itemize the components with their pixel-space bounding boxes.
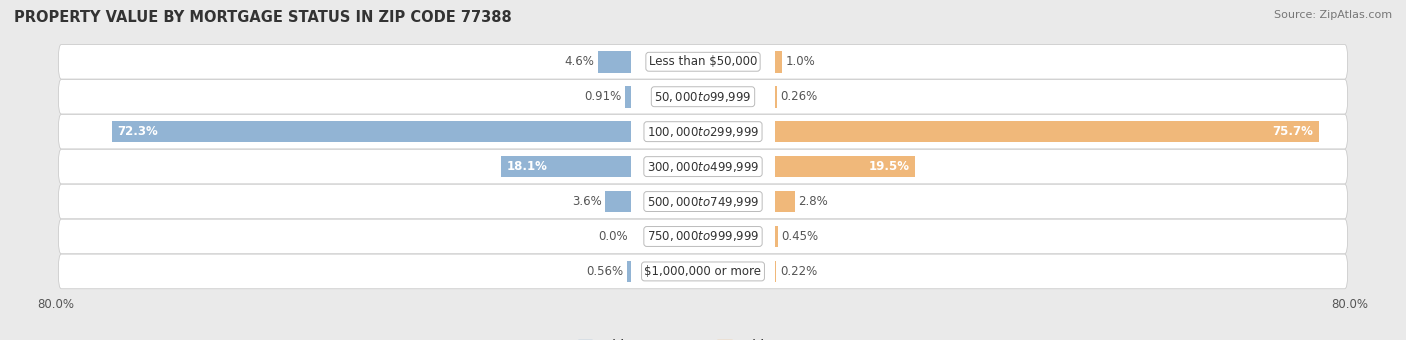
FancyBboxPatch shape (59, 114, 1347, 149)
Bar (775, 86, 776, 107)
Text: $100,000 to $299,999: $100,000 to $299,999 (647, 125, 759, 139)
Text: 18.1%: 18.1% (506, 160, 548, 173)
Text: 3.6%: 3.6% (572, 195, 602, 208)
Text: $1,000,000 or more: $1,000,000 or more (644, 265, 762, 278)
Bar (605, 191, 631, 212)
FancyBboxPatch shape (59, 184, 1347, 219)
FancyBboxPatch shape (59, 45, 1347, 79)
Text: 0.22%: 0.22% (780, 265, 817, 278)
Text: 0.45%: 0.45% (782, 230, 818, 243)
Bar (624, 86, 631, 107)
Text: 0.56%: 0.56% (586, 265, 623, 278)
Bar (775, 260, 776, 282)
Text: 1.0%: 1.0% (786, 55, 815, 68)
Bar (775, 51, 782, 73)
Text: 72.3%: 72.3% (117, 125, 157, 138)
Text: 2.8%: 2.8% (799, 195, 828, 208)
Text: $500,000 to $749,999: $500,000 to $749,999 (647, 194, 759, 208)
Bar (501, 156, 631, 177)
Bar (775, 156, 915, 177)
Text: PROPERTY VALUE BY MORTGAGE STATUS IN ZIP CODE 77388: PROPERTY VALUE BY MORTGAGE STATUS IN ZIP… (14, 10, 512, 25)
Bar (775, 226, 778, 247)
Bar (598, 51, 631, 73)
Text: 0.26%: 0.26% (780, 90, 817, 103)
Text: Less than $50,000: Less than $50,000 (648, 55, 758, 68)
Bar (775, 191, 794, 212)
Bar (111, 121, 631, 142)
Legend: Without Mortgage, With Mortgage: Without Mortgage, With Mortgage (574, 335, 832, 340)
Bar (775, 121, 1319, 142)
FancyBboxPatch shape (59, 219, 1347, 254)
Text: $50,000 to $99,999: $50,000 to $99,999 (654, 90, 752, 104)
FancyBboxPatch shape (59, 149, 1347, 184)
Text: 75.7%: 75.7% (1272, 125, 1313, 138)
Text: 19.5%: 19.5% (869, 160, 910, 173)
Text: 4.6%: 4.6% (565, 55, 595, 68)
Text: 0.0%: 0.0% (598, 230, 627, 243)
Bar (627, 260, 631, 282)
FancyBboxPatch shape (59, 254, 1347, 289)
Text: $750,000 to $999,999: $750,000 to $999,999 (647, 230, 759, 243)
Text: $300,000 to $499,999: $300,000 to $499,999 (647, 159, 759, 174)
Text: 0.91%: 0.91% (583, 90, 621, 103)
FancyBboxPatch shape (59, 80, 1347, 114)
Text: Source: ZipAtlas.com: Source: ZipAtlas.com (1274, 10, 1392, 20)
